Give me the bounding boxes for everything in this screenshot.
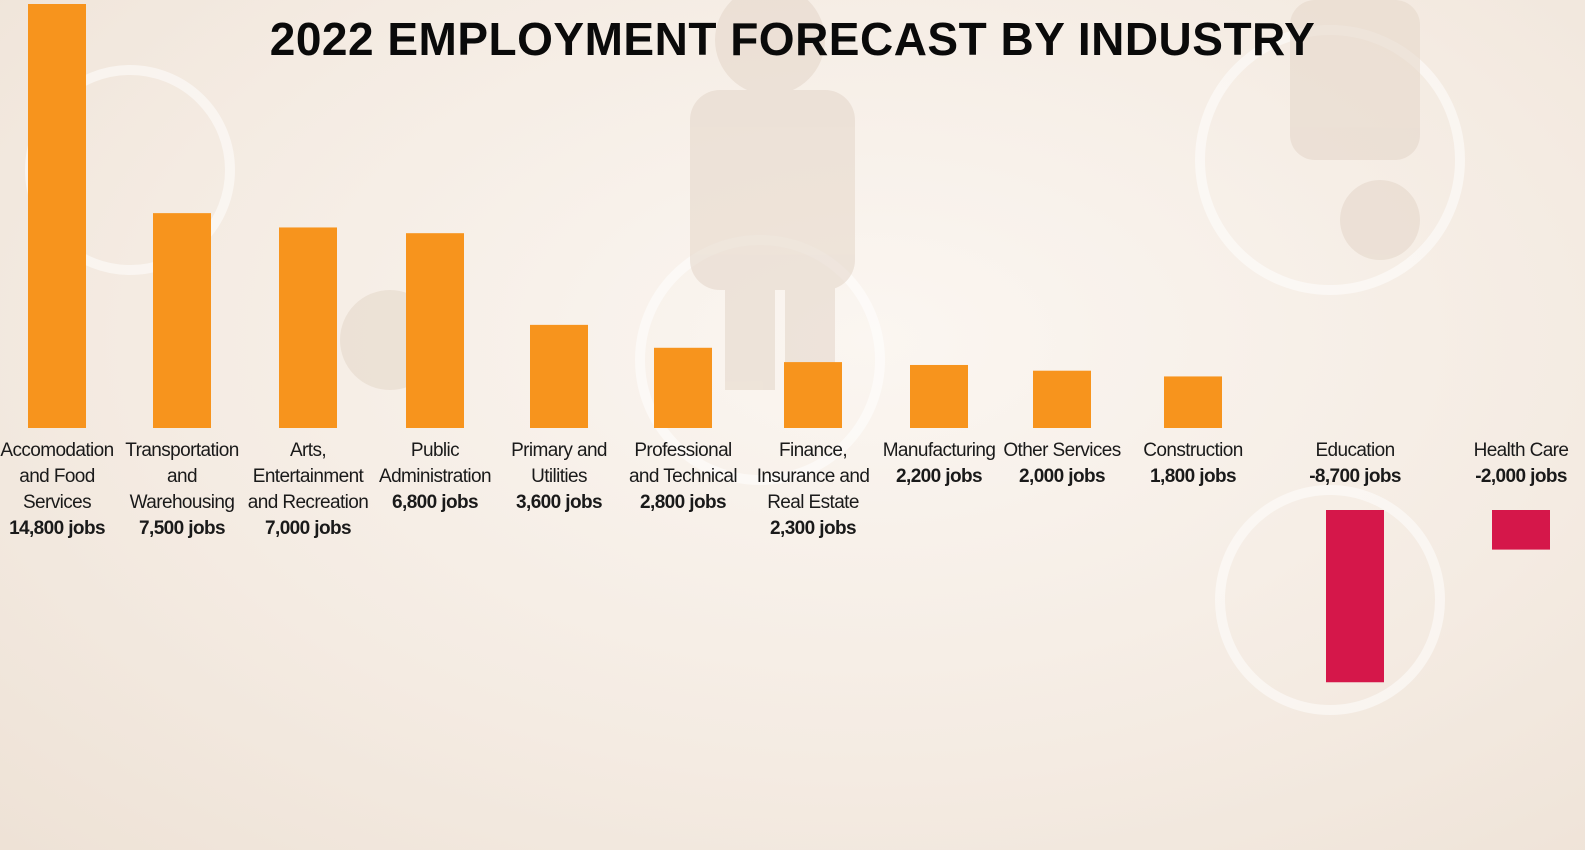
value-label: 2,000 jobs: [998, 464, 1126, 490]
category-label: Health Care: [1474, 440, 1569, 461]
category-label: Finance, Insurance and Real Estate: [757, 440, 870, 513]
category-label: Construction: [1143, 440, 1242, 461]
category-label: Accomodation and Food Services: [0, 440, 113, 513]
bar: [406, 233, 464, 428]
category-label: Transportation and Warehousing: [125, 440, 238, 513]
value-label: 2,800 jobs: [619, 490, 747, 516]
category-label-group: Accomodation and Food Services 14,800 job…: [0, 438, 121, 542]
bar: [1492, 510, 1550, 550]
category-label-group: Finance, Insurance and Real Estate 2,300 …: [749, 438, 877, 542]
category-label-group: Professional and Technical 2,800 jobs: [619, 438, 747, 516]
value-label: 3,600 jobs: [495, 490, 623, 516]
bar: [1326, 510, 1384, 682]
category-label-group: Other Services 2,000 jobs: [998, 438, 1126, 490]
category-label-group: Construction 1,800 jobs: [1129, 438, 1257, 490]
bar: [530, 325, 588, 428]
category-label: Primary and Utilities: [511, 440, 607, 487]
bar: [654, 348, 712, 428]
bar: [28, 4, 86, 428]
bar: [153, 213, 211, 428]
category-label: Education: [1315, 440, 1394, 461]
chart-title: 2022 EMPLOYMENT FORECAST BY INDUSTRY: [0, 12, 1585, 66]
value-label: -8,700 jobs: [1291, 464, 1419, 490]
category-label-group: Primary and Utilities 3,600 jobs: [495, 438, 623, 516]
value-label: 2,300 jobs: [749, 516, 877, 542]
bar: [1033, 371, 1091, 428]
bar: [910, 365, 968, 428]
bar: [784, 362, 842, 428]
value-label: 7,000 jobs: [244, 516, 372, 542]
category-label: Professional and Technical: [629, 440, 737, 487]
chart: [0, 0, 1585, 850]
value-label: 7,500 jobs: [118, 516, 246, 542]
bar: [279, 227, 337, 428]
value-label: 6,800 jobs: [371, 490, 499, 516]
value-label: 2,200 jobs: [875, 464, 1003, 490]
category-label: Other Services: [1003, 440, 1120, 461]
value-label: 14,800 jobs: [0, 516, 121, 542]
category-label: Public Administration: [379, 440, 491, 487]
page: 2022 EMPLOYMENT FORECAST BY INDUSTRY (()…: [0, 0, 1585, 850]
category-label-group: Health Care -2,000 jobs: [1457, 438, 1585, 490]
category-label-group: Education -8,700 jobs: [1291, 438, 1419, 490]
value-label: 1,800 jobs: [1129, 464, 1257, 490]
bar: [1164, 376, 1222, 428]
category-label-group: Manufacturing 2,200 jobs: [875, 438, 1003, 490]
category-label: Manufacturing: [883, 440, 996, 461]
category-label: Arts, Entertainment and Recreation: [248, 440, 368, 513]
value-label: -2,000 jobs: [1457, 464, 1585, 490]
category-label-group: Arts, Entertainment and Recreation 7,000 …: [244, 438, 372, 542]
category-label-group: Transportation and Warehousing 7,500 jobs: [118, 438, 246, 542]
category-label-group: Public Administration 6,800 jobs: [371, 438, 499, 516]
